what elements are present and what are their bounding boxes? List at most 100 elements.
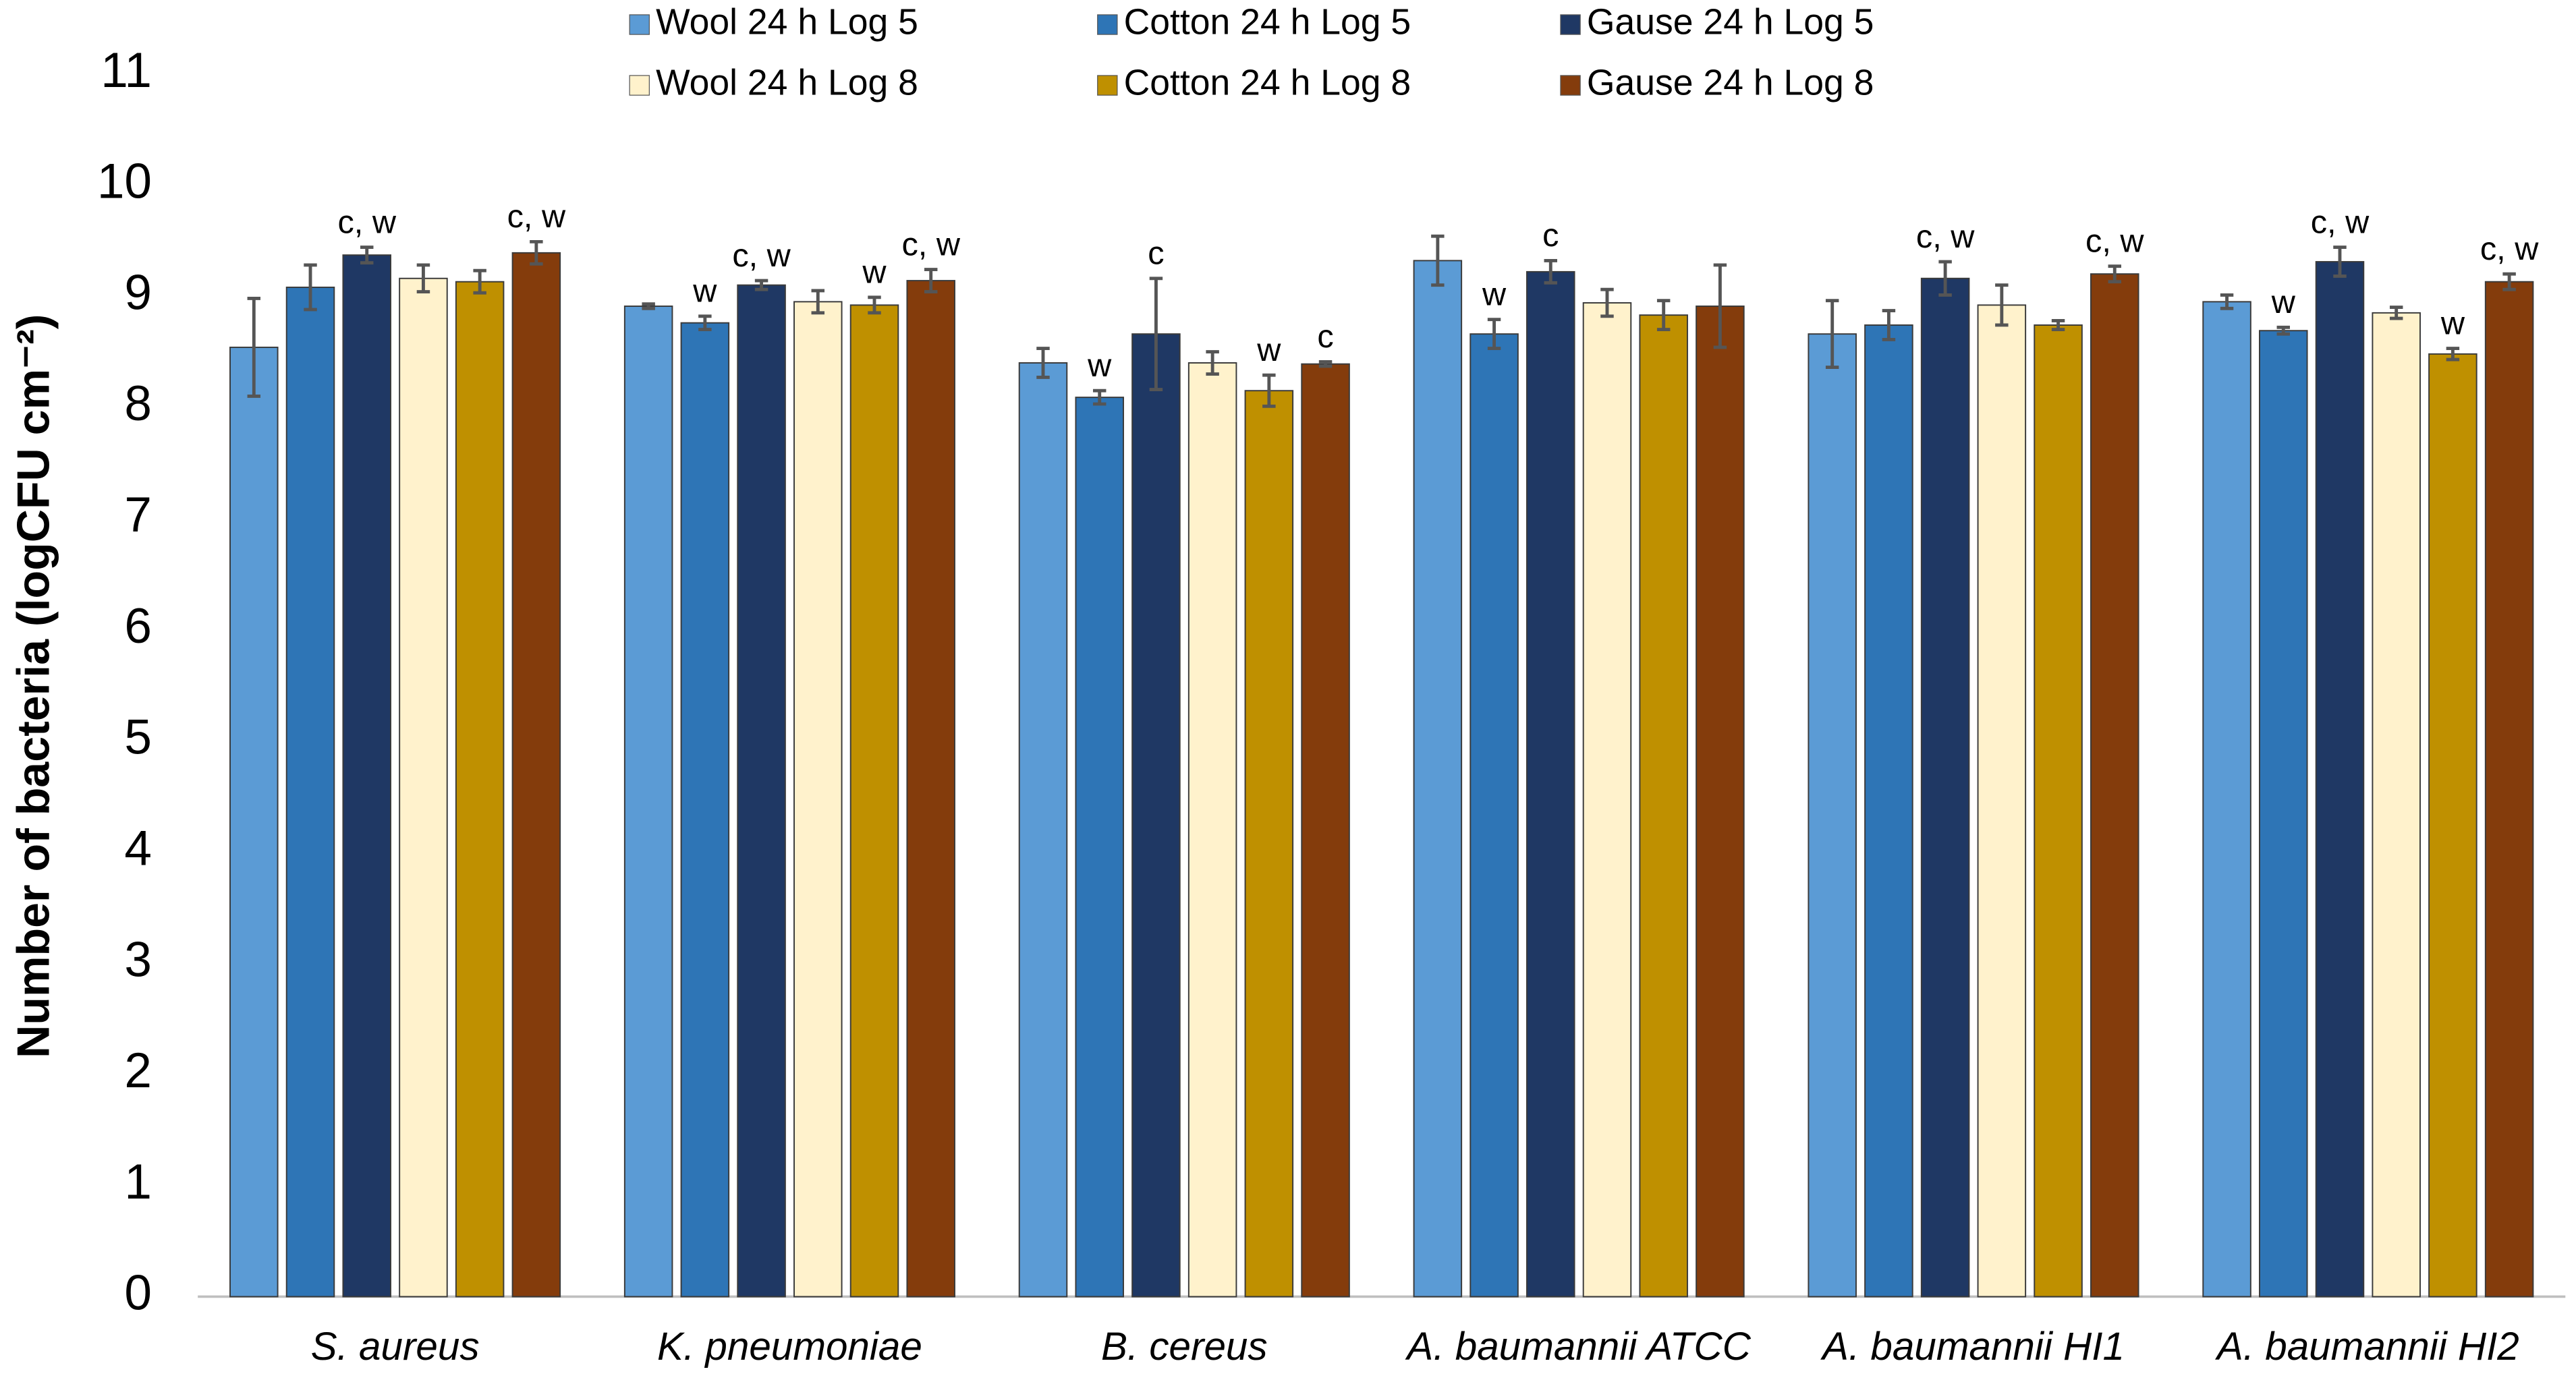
error-bar: [642, 302, 655, 310]
y-tick-label: 10: [97, 154, 152, 209]
error-bar: [2220, 293, 2234, 310]
error-bar: [1713, 263, 1727, 349]
annotation: c: [1148, 235, 1164, 272]
annotation: c, w: [2480, 231, 2539, 267]
bar: [1131, 333, 1181, 1298]
x-tick-label: A. baumannii ATCC: [1405, 1325, 1751, 1369]
y-tick-label: 8: [124, 376, 152, 431]
bar: [1413, 260, 1463, 1298]
annotation: w: [2271, 284, 2296, 320]
error-bar: [2051, 318, 2065, 332]
error-bar: [1544, 258, 1558, 285]
error-bar: [1656, 299, 1671, 332]
legend-label: Wool 24 h Log 8: [656, 63, 918, 103]
error-bar: [2333, 246, 2347, 278]
bar: [2202, 301, 2251, 1298]
legend-swatch: [1097, 14, 1118, 35]
annotation: w: [1087, 347, 1112, 384]
bar: [1808, 333, 1857, 1298]
error-bar: [1036, 347, 1050, 379]
bar: [285, 286, 335, 1298]
error-bar: [1600, 287, 1614, 318]
bar: [1864, 324, 1913, 1298]
annotation: w: [862, 254, 887, 291]
error-bar: [1318, 359, 1333, 368]
x-tick-label: B. cereus: [1101, 1325, 1268, 1369]
x-tick-label: S. aureus: [311, 1325, 480, 1369]
error-bar: [1882, 309, 1896, 341]
error-bar: [247, 296, 261, 398]
legend-swatch: [629, 14, 650, 35]
error-bar: [2389, 306, 2403, 320]
legend-label: Cotton 24 h Log 8: [1124, 63, 1411, 103]
y-tick-label: 2: [124, 1043, 152, 1098]
bar: [1187, 362, 1237, 1298]
annotation: w: [1482, 277, 1507, 313]
bar: [1301, 363, 1350, 1298]
bar: [2259, 330, 2308, 1298]
bar: [1977, 304, 2027, 1298]
bar: [680, 322, 730, 1298]
error-bar: [530, 239, 543, 266]
error-bar: [304, 263, 317, 312]
error-bar: [2446, 347, 2460, 362]
bar: [229, 346, 279, 1298]
y-tick-label: 5: [124, 710, 152, 765]
bar: [1582, 302, 1632, 1298]
error-bar: [1262, 373, 1276, 408]
y-tick-label: 4: [124, 821, 152, 875]
bar: [2428, 353, 2477, 1298]
error-bar: [1149, 277, 1163, 392]
error-bar: [1431, 234, 1445, 287]
bar: [2034, 324, 2083, 1298]
legend-label: Cotton 24 h Log 5: [1124, 3, 1411, 42]
bar: [737, 284, 786, 1298]
bar: [1696, 305, 1745, 1298]
bar: [1526, 270, 1575, 1298]
error-bar: [360, 246, 374, 265]
legend-label: Gause 24 h Log 8: [1587, 63, 1874, 103]
error-bar: [1206, 350, 1219, 376]
bar: [342, 254, 391, 1298]
y-tick-label: 1: [124, 1155, 152, 1209]
error-bar: [698, 314, 712, 332]
bar: [455, 281, 505, 1298]
x-tick-label: K. pneumoniae: [657, 1325, 922, 1369]
annotation: c, w: [507, 198, 566, 235]
legend-label: Wool 24 h Log 5: [656, 3, 918, 42]
bar: [1469, 333, 1519, 1298]
annotation: c: [1317, 318, 1333, 355]
bar: [2484, 281, 2534, 1298]
error-bar: [811, 289, 825, 315]
bar: [511, 252, 561, 1298]
error-bar: [1938, 260, 1952, 297]
y-tick-label: 11: [101, 43, 152, 98]
bar: [793, 301, 843, 1298]
x-tick-label: A. baumannii HI2: [2215, 1325, 2519, 1369]
bar: [906, 280, 955, 1298]
y-tick-label: 3: [124, 932, 152, 987]
y-tick-label: 9: [124, 265, 152, 320]
legend-label: Gause 24 h Log 5: [1587, 3, 1874, 42]
y-tick-label: 0: [124, 1266, 152, 1321]
error-bar: [1092, 388, 1107, 406]
legend-swatch: [1097, 75, 1118, 96]
error-bar: [754, 279, 768, 291]
error-bar: [416, 263, 430, 293]
bar: [849, 304, 899, 1298]
y-axis-label: Number of bacteria (logCFU cm⁻²): [8, 314, 59, 1058]
error-bar: [2108, 264, 2121, 284]
legend-swatch: [1560, 14, 1581, 35]
annotation: c, w: [337, 204, 396, 240]
annotation: c, w: [901, 226, 960, 262]
annotation: c, w: [1916, 219, 1975, 255]
y-tick-label: 6: [124, 599, 152, 654]
legend-swatch: [1560, 75, 1581, 96]
error-bar: [868, 295, 881, 315]
bar: [2372, 312, 2421, 1298]
legend-swatch: [629, 75, 650, 96]
error-bar: [2502, 272, 2516, 291]
error-bar: [2276, 325, 2290, 336]
